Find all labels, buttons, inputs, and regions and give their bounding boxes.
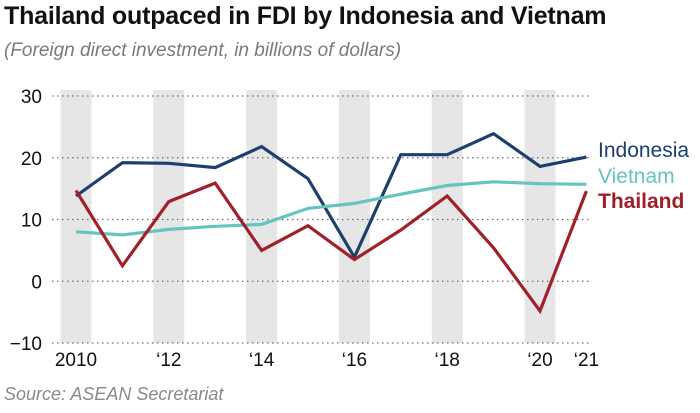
source-note: Source: ASEAN Secretariat (4, 384, 224, 404)
legend-label-vietnam: Vietnam (598, 165, 675, 188)
chart-title: Thailand outpaced in FDI by Indonesia an… (4, 2, 607, 30)
y-axis-ticks: 30 20 10 0 −10 (10, 87, 42, 355)
shaded-band-2014 (246, 90, 278, 343)
chart-subtitle: (Foreign direct investment, in billions … (4, 40, 402, 61)
series-line-vietnam (75, 180, 587, 237)
x-tick-label: ‘21 (574, 350, 599, 371)
y-tick-label: 10 (21, 211, 42, 232)
year-shading-bands (60, 90, 556, 343)
y-tick-label: −10 (10, 334, 42, 355)
series-lines (74, 131, 588, 315)
x-axis-ticks: 2010 ‘12 ‘14 ‘16 ‘18 ‘20 ‘21 (55, 350, 599, 371)
shaded-band-2010 (60, 90, 92, 343)
x-tick-label: 2010 (55, 350, 97, 371)
x-tick-label: ‘16 (342, 350, 367, 371)
series-line-indonesia (75, 131, 587, 261)
legend-label-indonesia: Indonesia (598, 139, 689, 162)
x-tick-label: ‘12 (156, 350, 181, 371)
series-line-thailand (74, 181, 588, 315)
shaded-band-2018 (431, 90, 463, 343)
shaded-band-2016 (338, 90, 370, 343)
x-tick-label: ‘18 (435, 350, 460, 371)
y-tick-label: 30 (21, 87, 42, 108)
legend-label-thailand: Thailand (598, 190, 684, 213)
x-tick-label: ‘14 (249, 350, 275, 371)
shaded-band-2020 (524, 90, 556, 343)
gridlines (52, 95, 590, 344)
y-tick-label: 20 (21, 149, 42, 170)
x-tick-label: ‘20 (527, 350, 552, 371)
y-tick-label: 0 (31, 272, 42, 293)
